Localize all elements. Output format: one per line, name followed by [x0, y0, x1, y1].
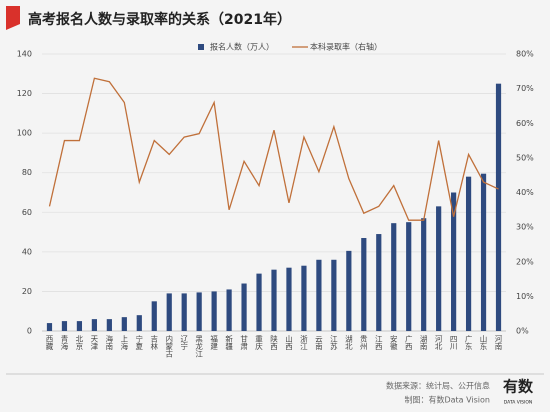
x-tick-label: 上海 — [120, 335, 129, 352]
source: 数据来源：统计局、公开信息 — [386, 381, 490, 391]
x-tick-label: 福建 — [209, 335, 218, 352]
x-tick-label: 新疆 — [224, 334, 233, 352]
x-tick-label: 青海 — [60, 334, 69, 352]
y2-tick-label: 20% — [516, 257, 534, 266]
bar — [241, 283, 247, 331]
legend-label: 报名人数（万人） — [210, 42, 274, 52]
x-tick-label: 河南 — [494, 335, 503, 351]
bar — [331, 259, 337, 331]
bar — [480, 173, 487, 331]
bar — [46, 323, 53, 331]
x-tick-label: 海南 — [105, 334, 114, 351]
bar — [181, 293, 187, 331]
x-tick-label: 湖南 — [419, 335, 428, 351]
y-tick-label: 20 — [22, 287, 32, 296]
bar — [421, 218, 427, 331]
x-tick-label: 安徽 — [389, 334, 398, 352]
bar — [406, 222, 412, 331]
bar — [76, 321, 83, 331]
x-tick-label: 山东 — [479, 334, 488, 351]
x-tick-label: 江苏 — [329, 335, 338, 352]
logo: 有数 — [503, 378, 534, 396]
x-tick-label: 吉林 — [150, 335, 159, 352]
x-tick-label: 河北 — [434, 335, 443, 352]
x-tick-label: 辽宁 — [179, 335, 188, 351]
legend-swatch — [198, 44, 204, 50]
y2-tick-label: 70% — [516, 84, 534, 93]
bar — [465, 176, 472, 331]
y-tick-label: 80 — [22, 168, 32, 177]
y2-tick-label: 80% — [516, 50, 534, 59]
bar — [301, 265, 307, 331]
x-tick-label: 广西 — [404, 334, 413, 352]
y-tick-label: 0 — [27, 327, 32, 336]
bar — [346, 250, 352, 331]
bar — [91, 319, 97, 331]
bar — [286, 267, 292, 331]
bar — [361, 238, 367, 331]
y-tick-label: 100 — [17, 129, 32, 138]
credit: 制图：有数Data Vision — [404, 395, 490, 405]
x-tick-label: 北京 — [75, 335, 84, 352]
y-tick-label: 60 — [22, 208, 32, 217]
bar — [271, 269, 277, 331]
bar — [121, 317, 127, 331]
y-tick-label: 140 — [17, 50, 32, 59]
bar — [196, 292, 202, 331]
bar — [106, 319, 112, 331]
logo-sub: DATA VISION — [504, 400, 533, 406]
bar — [495, 83, 502, 331]
y2-tick-label: 0% — [516, 327, 529, 336]
bar — [61, 321, 68, 331]
bar — [436, 206, 442, 331]
x-tick-label: 浙江 — [299, 334, 308, 352]
bar — [211, 291, 217, 331]
bar — [316, 259, 322, 331]
y2-tick-label: 10% — [516, 292, 534, 301]
x-tick-label: 广东 — [464, 334, 473, 351]
x-tick-label: 山西 — [284, 334, 293, 352]
x-tick-label: 重庆 — [254, 335, 263, 352]
bar — [376, 234, 382, 331]
x-tick-label: 内蒙古 — [164, 334, 173, 359]
x-tick-label: 云南 — [314, 335, 323, 351]
y2-tick-label: 50% — [516, 153, 534, 162]
y2-tick-label: 30% — [516, 223, 534, 232]
x-tick-label: 宁夏 — [135, 334, 144, 351]
bar — [256, 273, 262, 331]
x-tick-label: 西藏 — [45, 335, 54, 352]
x-tick-label: 江西 — [374, 335, 383, 352]
x-tick-label: 贵州 — [359, 334, 368, 351]
chart-title: 高考报名人数与录取率的关系（2021年） — [28, 11, 291, 28]
bar — [166, 293, 172, 331]
y2-tick-label: 40% — [516, 188, 534, 197]
title-flag — [6, 6, 20, 30]
bar — [451, 192, 457, 331]
legend-label: 本科录取率（右轴） — [310, 42, 382, 52]
x-tick-label: 天津 — [90, 335, 99, 352]
bar — [391, 223, 397, 331]
y-tick-label: 120 — [17, 89, 32, 98]
x-tick-label: 黑龙江 — [194, 335, 203, 359]
bar — [226, 289, 232, 331]
x-tick-label: 四川 — [449, 335, 458, 351]
y2-tick-label: 60% — [516, 119, 534, 128]
y-tick-label: 40 — [22, 247, 32, 256]
bar — [151, 301, 157, 331]
line — [48, 77, 499, 221]
bar — [136, 315, 142, 331]
x-tick-label: 湖北 — [344, 335, 353, 352]
x-tick-label: 陕西 — [269, 334, 278, 352]
x-tick-label: 甘肃 — [239, 334, 248, 352]
